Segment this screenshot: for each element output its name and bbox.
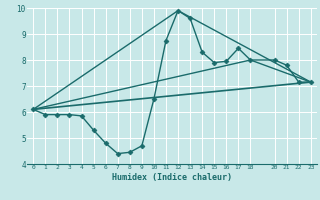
X-axis label: Humidex (Indice chaleur): Humidex (Indice chaleur): [112, 173, 232, 182]
